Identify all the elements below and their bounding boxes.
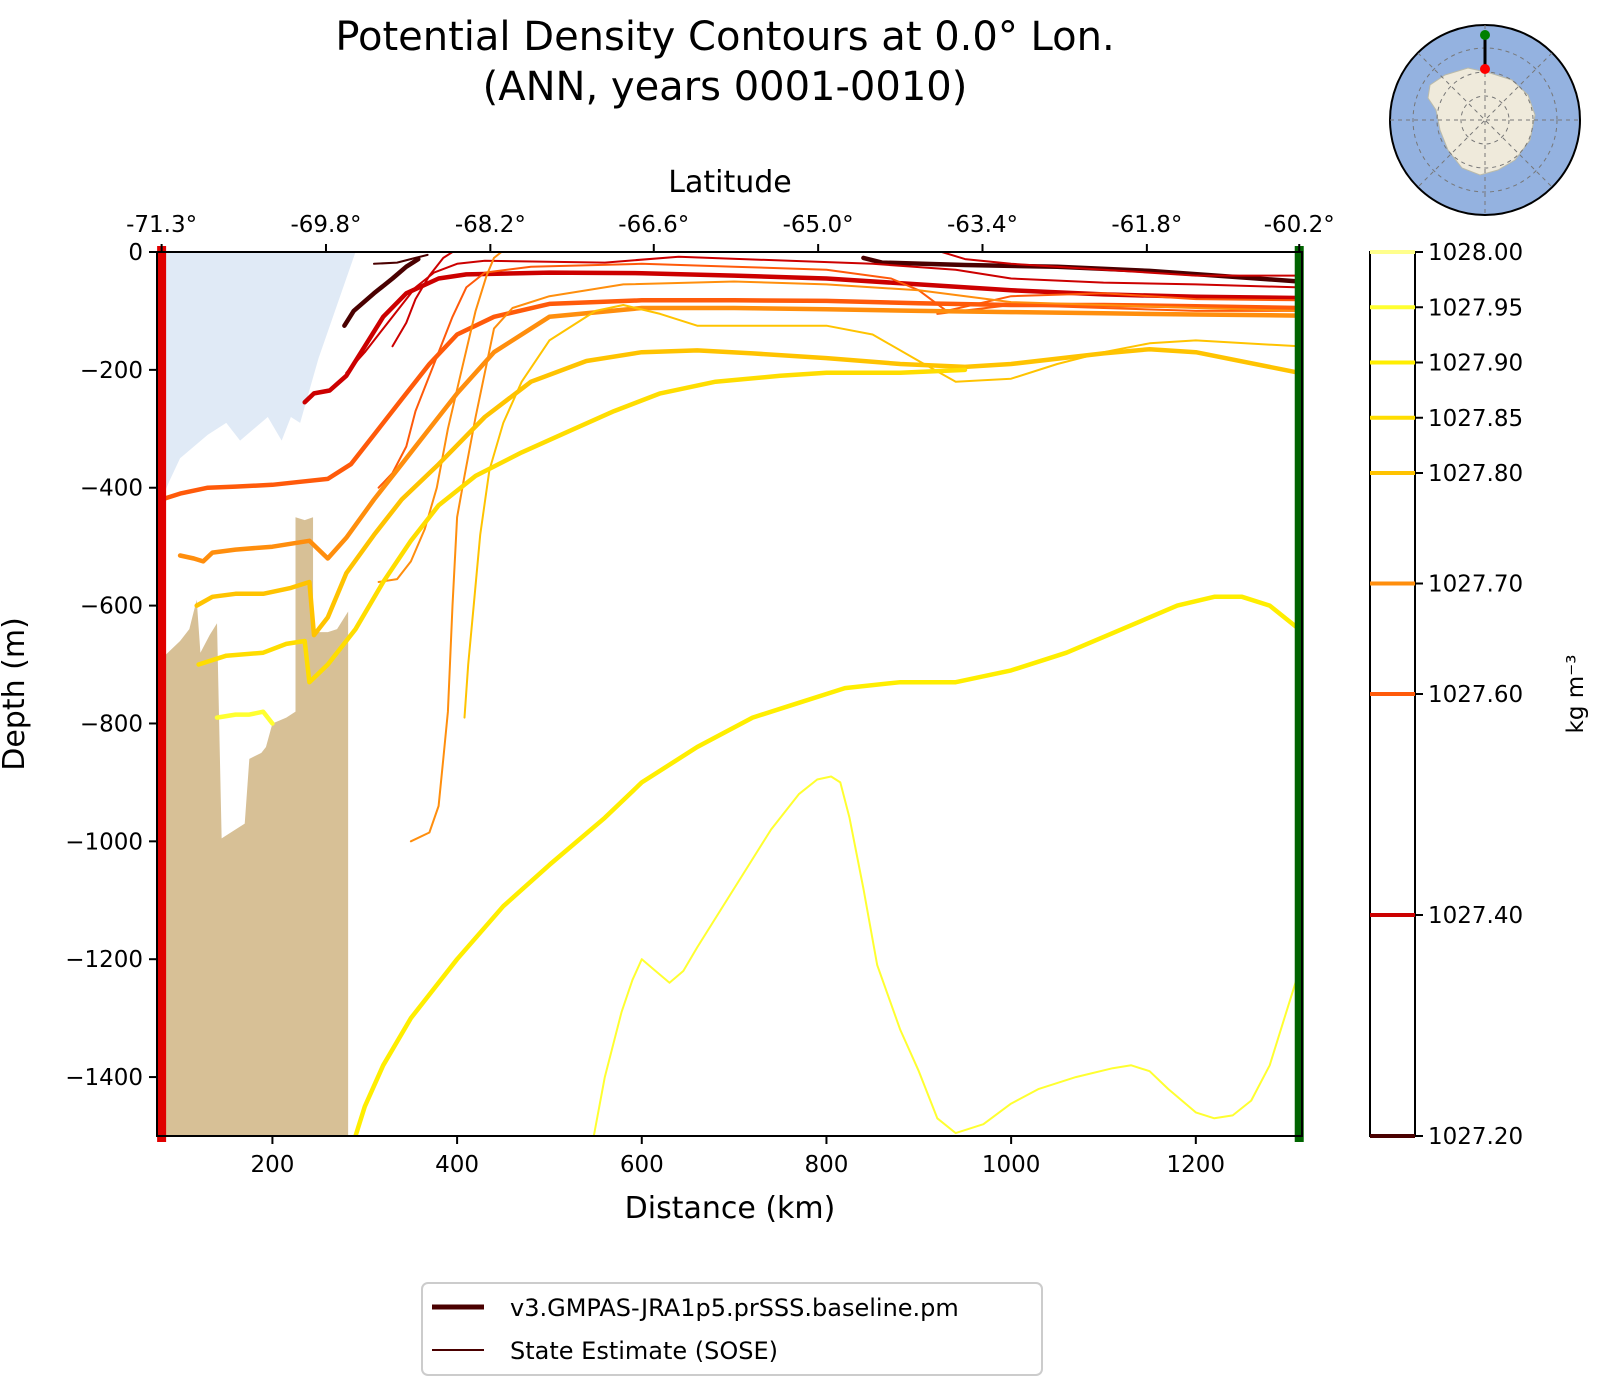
x-tick-label: 200 (250, 1152, 294, 1178)
map-antarctica-land (1427, 67, 1536, 176)
latitude-tick-label: -63.4° (947, 212, 1018, 238)
contour-1027-90-model (353, 594, 1302, 1136)
contour-1027-20-sose (373, 253, 429, 265)
contour-1027-20-model (861, 255, 1302, 284)
contour-1027-70-sose (377, 252, 503, 583)
latitude-tick-label: -71.3° (126, 212, 197, 238)
contour-1027-60-sose (377, 262, 1301, 489)
colorbar-tick-label: 1027.90 (1428, 351, 1523, 377)
latitude-tick-label: -61.8° (1111, 212, 1182, 238)
contour-1027-70-sose (409, 280, 1301, 843)
x-tick-label: 1200 (1167, 1152, 1226, 1178)
y-tick-label: −400 (80, 476, 143, 502)
latitude-tick-label: -66.6° (618, 212, 689, 238)
y-tick-label: −800 (80, 711, 143, 737)
contour-1027-60-sose (936, 304, 1301, 315)
colorbar-tick-label: 1027.85 (1428, 406, 1523, 432)
map-section-end-marker (1480, 30, 1490, 40)
contour-1027-85-model (196, 367, 968, 685)
latitude-axis-label: Latitude (668, 165, 791, 200)
y-tick-label: −200 (80, 358, 143, 384)
latitude-tick-label: -60.2° (1264, 212, 1335, 238)
contour-1027-40-sose (940, 252, 1301, 277)
y-axis-ticks: 0 −200 −400 −600 −800 −1000 −1200 −1400 (65, 240, 157, 1091)
contour-1027-95-model (214, 709, 275, 726)
contour-1027-40-sose (345, 255, 1301, 374)
contour-1027-70-model (177, 305, 1302, 564)
contour-1027-80-model (194, 346, 1302, 638)
latitude-tick-label: -68.2° (455, 212, 526, 238)
contour-layer (159, 252, 1302, 1136)
contour-1027-40-sose (391, 252, 454, 348)
x-axis-label: Distance (km) (625, 1191, 836, 1226)
colorbar: 1028.00 1027.95 1027.90 1027.85 1027.80 1027.… (1369, 240, 1589, 1150)
section-boundary-layer (157, 246, 1304, 1142)
y-tick-label: −1400 (65, 1065, 143, 1091)
latitude-tick-label: -65.0° (783, 212, 854, 238)
colorbar-label: kg m⁻³ (1563, 655, 1589, 734)
colorbar-tick-label: 1027.80 (1428, 461, 1523, 487)
x-tick-label: 400 (435, 1152, 479, 1178)
colorbar-tick-label: 1027.70 (1428, 572, 1523, 598)
contour-1027-60-model (159, 298, 1302, 502)
x-tick-label: 600 (620, 1152, 664, 1178)
contour-1027-40-model (302, 270, 1302, 405)
ice-shelf-area (161, 252, 356, 500)
chart-subtitle: (ANN, years 0001-0010) (483, 64, 968, 110)
plot-area: 200 400 600 800 1000 1200 0 −200 −400 −600 −800 −1… (0, 165, 1335, 1226)
y-tick-label: 0 (128, 240, 143, 266)
seafloor-area (161, 517, 349, 1136)
plot-frame (156, 251, 1303, 1137)
colorbar-tick-label: 1027.60 (1428, 682, 1523, 708)
x-tick-label: 1000 (982, 1152, 1041, 1178)
fill-layer (161, 252, 356, 1136)
map-section-start-marker (1480, 64, 1490, 74)
latitude-tick-label: -69.8° (290, 212, 361, 238)
antarctica-locator-map (1389, 24, 1581, 216)
latitude-axis-ticks: -71.3° -69.8° -68.2° -66.6° -65.0° -63.4° -61.… (126, 212, 1335, 252)
colorbar-levels: 1028.00 1027.95 1027.90 1027.85 1027.80 1027.… (1370, 240, 1523, 1150)
colorbar-tick-label: 1028.00 (1428, 240, 1523, 266)
x-axis-ticks: 200 400 600 800 1000 1200 (250, 1136, 1225, 1178)
colorbar-tick-label: 1027.95 (1428, 295, 1523, 321)
legend-box (421, 1282, 1043, 1376)
contour-1027-95-sose (592, 775, 1301, 1136)
colorbar-tick-label: 1027.40 (1428, 903, 1523, 929)
legend-sose-label: State Estimate (SOSE) (510, 1337, 778, 1365)
contour-1027-80-sose (463, 304, 1301, 719)
legend: v3.GMPAS-JRA1p5.prSSS.baseline.pm State … (421, 1282, 1043, 1376)
x-tick-label: 800 (805, 1152, 849, 1178)
chart-title: Potential Density Contours at 0.0° Lon. (335, 14, 1114, 60)
colorbar-tick-label: 1027.20 (1428, 1124, 1523, 1150)
contour-1027-20-model (342, 256, 421, 328)
y-axis-label: Depth (m) (0, 617, 32, 771)
y-tick-label: −1000 (65, 829, 143, 855)
legend-model-label: v3.GMPAS-JRA1p5.prSSS.baseline.pm (510, 1294, 959, 1322)
y-tick-label: −1200 (65, 947, 143, 973)
y-tick-label: −600 (80, 594, 143, 620)
